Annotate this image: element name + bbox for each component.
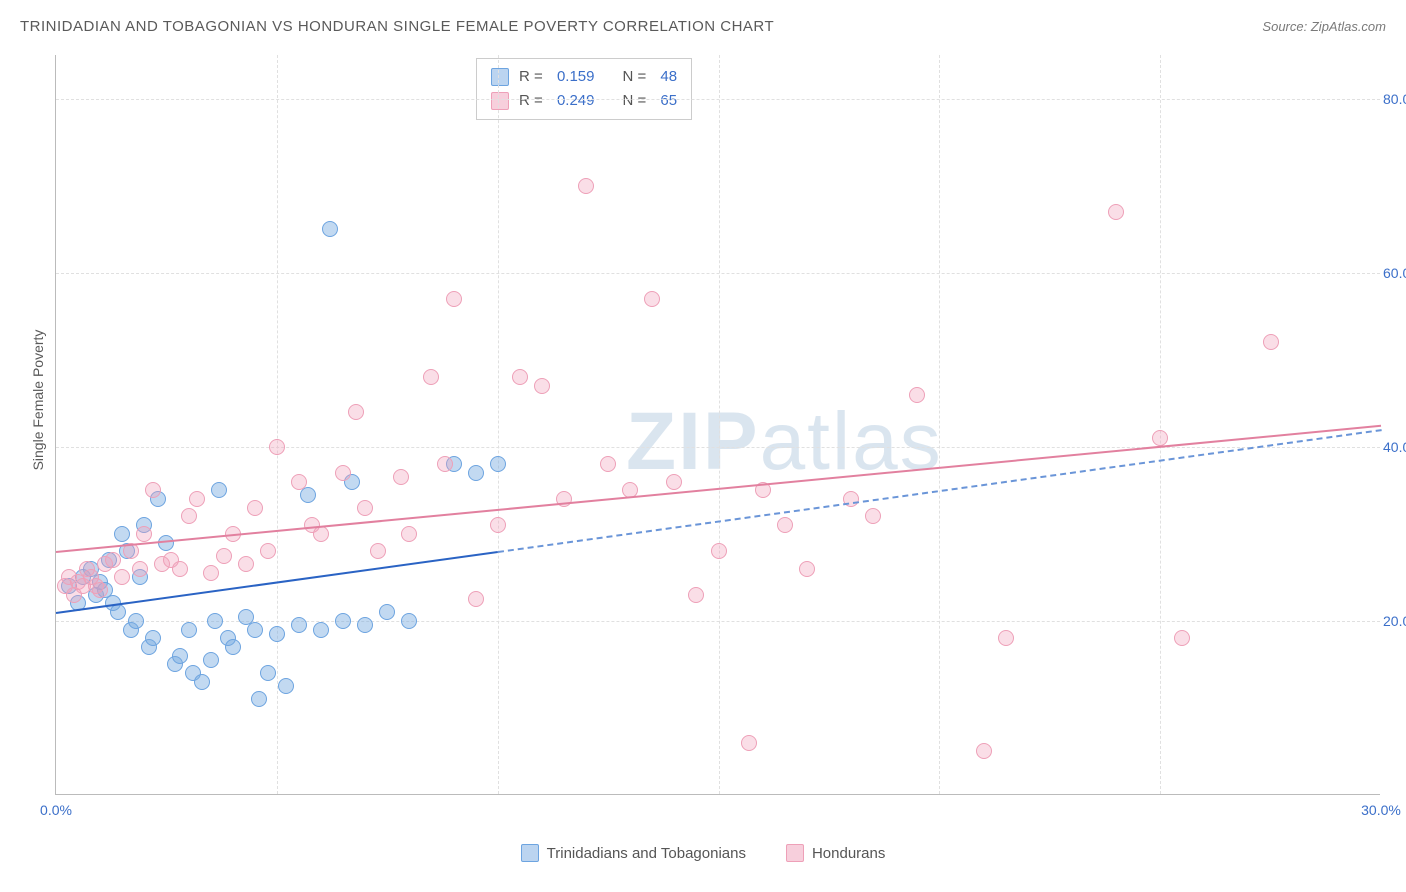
data-point-pink [348,404,364,420]
data-point-pink [711,543,727,559]
data-point-blue [251,691,267,707]
data-point-pink [238,556,254,572]
data-point-pink [446,291,462,307]
data-point-pink [998,630,1014,646]
data-point-blue [225,639,241,655]
correlation-stats-box: R = 0.159 N = 48 R = 0.249 N = 65 [476,58,692,120]
title-bar: TRINIDADIAN AND TOBAGONIAN VS HONDURAN S… [20,18,1386,35]
swatch-pink-icon [491,92,509,110]
data-point-pink [666,474,682,490]
swatch-blue-icon [491,68,509,86]
data-point-pink [172,561,188,577]
data-point-blue [194,674,210,690]
data-point-pink [132,561,148,577]
swatch-blue-icon [521,844,539,862]
data-point-pink [423,369,439,385]
scatter-plot-area: ZIPatlas R = 0.159 N = 48 R = 0.249 N = … [55,55,1380,795]
data-point-blue [335,613,351,629]
data-point-pink [136,526,152,542]
data-point-pink [1152,430,1168,446]
data-point-blue [128,613,144,629]
data-point-pink [976,743,992,759]
data-point-pink [291,474,307,490]
source-attribution: Source: ZipAtlas.com [1262,19,1386,34]
data-point-pink [578,178,594,194]
legend-item-series2: Hondurans [786,844,885,862]
data-point-blue [260,665,276,681]
data-point-blue [269,626,285,642]
gridline-v [1160,55,1161,794]
y-tick-label: 20.0% [1383,613,1406,629]
data-point-pink [644,291,660,307]
x-tick-label: 30.0% [1361,802,1401,818]
data-point-blue [322,221,338,237]
data-point-pink [189,491,205,507]
data-point-blue [247,622,263,638]
data-point-blue [172,648,188,664]
data-point-pink [600,456,616,472]
data-point-blue [379,604,395,620]
bottom-legend: Trinidadians and Tobagonians Hondurans [0,844,1406,862]
data-point-blue [110,604,126,620]
legend-item-series1: Trinidadians and Tobagonians [521,844,746,862]
data-point-pink [865,508,881,524]
y-tick-label: 40.0% [1383,439,1406,455]
data-point-pink [799,561,815,577]
data-point-pink [114,569,130,585]
data-point-blue [490,456,506,472]
data-point-blue [211,482,227,498]
data-point-pink [145,482,161,498]
data-point-pink [357,500,373,516]
data-point-pink [688,587,704,603]
data-point-pink [105,552,121,568]
data-point-pink [335,465,351,481]
data-point-blue [203,652,219,668]
swatch-pink-icon [786,844,804,862]
chart-title: TRINIDADIAN AND TOBAGONIAN VS HONDURAN S… [20,18,774,35]
data-point-pink [1263,334,1279,350]
gridline-v [939,55,940,794]
data-point-pink [1174,630,1190,646]
data-point-pink [92,582,108,598]
y-axis-label: Single Female Poverty [30,330,46,471]
data-point-pink [247,500,263,516]
data-point-pink [203,565,219,581]
data-point-pink [181,508,197,524]
data-point-pink [909,387,925,403]
data-point-pink [437,456,453,472]
data-point-blue [313,622,329,638]
data-point-pink [741,735,757,751]
stats-row-series1: R = 0.159 N = 48 [491,65,677,89]
data-point-pink [269,439,285,455]
gridline-v [719,55,720,794]
data-point-blue [145,630,161,646]
y-tick-label: 60.0% [1383,265,1406,281]
data-point-pink [468,591,484,607]
data-point-pink [370,543,386,559]
data-point-pink [401,526,417,542]
data-point-pink [1108,204,1124,220]
stats-row-series2: R = 0.249 N = 65 [491,89,677,113]
data-point-pink [534,378,550,394]
data-point-blue [468,465,484,481]
data-point-blue [114,526,130,542]
data-point-blue [181,622,197,638]
data-point-pink [393,469,409,485]
data-point-pink [260,543,276,559]
data-point-blue [300,487,316,503]
data-point-pink [512,369,528,385]
x-tick-label: 0.0% [40,802,72,818]
data-point-blue [207,613,223,629]
y-tick-label: 80.0% [1383,91,1406,107]
data-point-pink [777,517,793,533]
gridline-v [498,55,499,794]
data-point-pink [490,517,506,533]
data-point-blue [278,678,294,694]
data-point-pink [216,548,232,564]
data-point-blue [401,613,417,629]
data-point-blue [357,617,373,633]
data-point-blue [291,617,307,633]
